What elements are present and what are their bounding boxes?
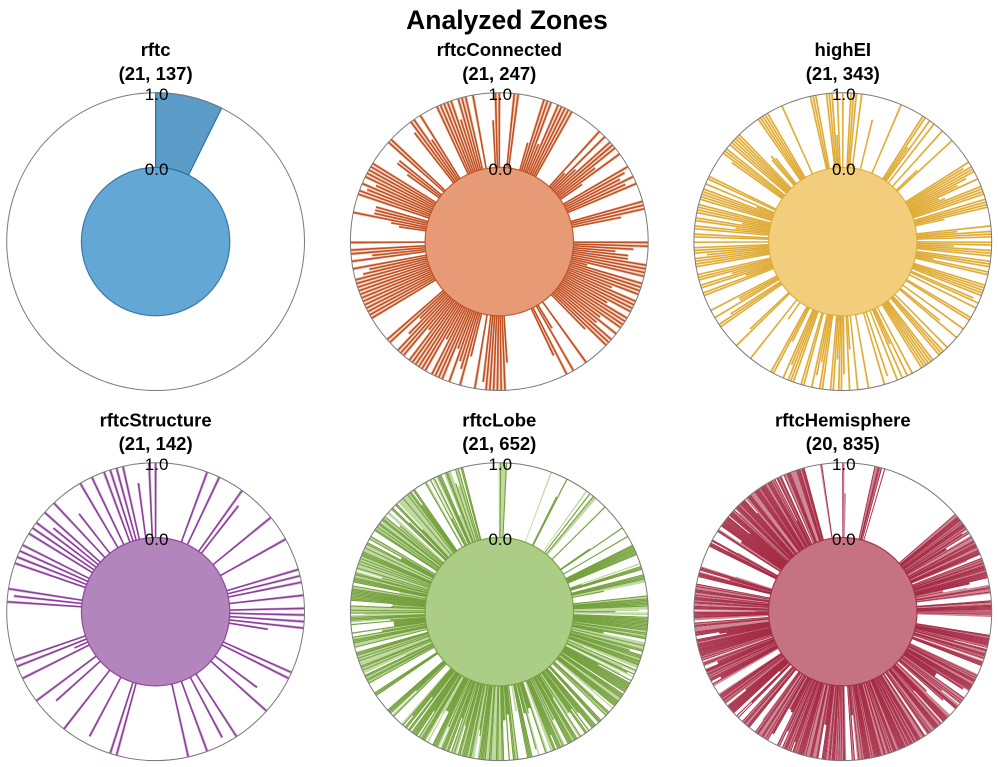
svg-text:(21, 247): (21, 247): [462, 63, 536, 84]
svg-text:(21, 137): (21, 137): [119, 63, 193, 84]
svg-text:Analyzed Zones: Analyzed Zones: [406, 5, 608, 35]
svg-text:0.0: 0.0: [832, 160, 856, 179]
svg-text:0.0: 0.0: [145, 160, 169, 179]
svg-text:1.0: 1.0: [488, 85, 512, 104]
svg-text:highEI: highEI: [815, 39, 872, 60]
svg-text:1.0: 1.0: [488, 455, 512, 474]
svg-text:1.0: 1.0: [145, 85, 169, 104]
svg-text:rftcStructure: rftcStructure: [100, 409, 212, 430]
svg-text:(20, 835): (20, 835): [806, 433, 880, 454]
svg-text:1.0: 1.0: [832, 455, 856, 474]
svg-text:rftc: rftc: [141, 39, 171, 60]
svg-text:rftcLobe: rftcLobe: [462, 409, 536, 430]
svg-text:0.0: 0.0: [488, 530, 512, 549]
svg-text:0.0: 0.0: [488, 160, 512, 179]
svg-text:0.0: 0.0: [832, 530, 856, 549]
svg-text:(21, 142): (21, 142): [119, 433, 193, 454]
svg-text:0.0: 0.0: [145, 530, 169, 549]
svg-text:rftcHemisphere: rftcHemisphere: [775, 409, 911, 430]
svg-text:(21, 343): (21, 343): [806, 63, 880, 84]
svg-text:1.0: 1.0: [832, 85, 856, 104]
svg-text:1.0: 1.0: [145, 455, 169, 474]
svg-text:rftcConnected: rftcConnected: [437, 39, 562, 60]
svg-text:(21, 652): (21, 652): [462, 433, 536, 454]
